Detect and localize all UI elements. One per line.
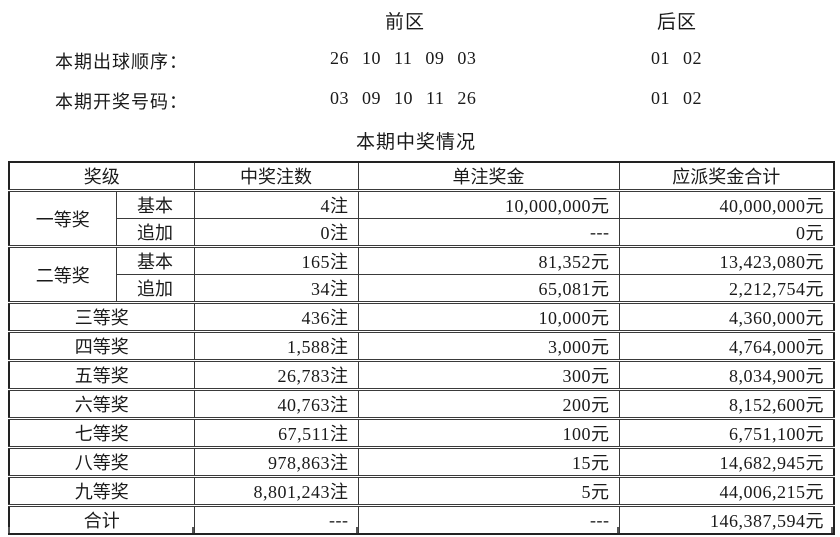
prize-level-cell: 九等奖 xyxy=(8,475,195,506)
prize-level-cell: 七等奖 xyxy=(8,417,195,448)
prize-table-title: 本期中奖情况 xyxy=(356,132,477,153)
bets-cell: 8,801,243注 xyxy=(193,475,359,506)
winning-numbers-label: 本期开奖号码： xyxy=(55,92,188,112)
table-row: 三等奖 436注 10,000元 4,360,000元 xyxy=(8,301,835,332)
prize-table: 奖级 中奖注数 单注奖金 应派奖金合计 一等奖 基本 4注 10,000,000… xyxy=(8,161,835,535)
total-prize-cell: 4,360,000元 xyxy=(618,301,835,332)
total-prize-cell: 146,387,594元 xyxy=(618,504,835,535)
prize-level-cell: 五等奖 xyxy=(8,359,195,390)
table-cutoff-stub xyxy=(8,527,10,533)
single-prize-cell: 200元 xyxy=(357,388,620,419)
table-header-row: 奖级 中奖注数 单注奖金 应派奖金合计 xyxy=(8,161,835,191)
single-prize-cell: 5元 xyxy=(357,475,620,506)
table-cutoff-stub xyxy=(192,527,194,533)
prize-level-cell: 四等奖 xyxy=(8,330,195,361)
prize-level-cell: 二等奖 xyxy=(8,245,117,303)
total-prize-cell: 13,423,080元 xyxy=(618,245,835,275)
total-prize-cell: 8,034,900元 xyxy=(618,359,835,390)
table-row: 追加 0注 --- 0元 xyxy=(9,218,835,247)
table-total-row: 合计 --- --- 146,387,594元 xyxy=(8,504,835,535)
bets-cell: 26,783注 xyxy=(193,359,359,390)
bets-cell: 165注 xyxy=(193,245,359,275)
bets-cell: 978,863注 xyxy=(193,446,359,477)
single-prize-cell: 15元 xyxy=(357,446,620,477)
bets-cell: 34注 xyxy=(193,274,359,303)
total-prize-cell: 8,152,600元 xyxy=(618,388,835,419)
bets-cell: 40,763注 xyxy=(193,388,359,419)
single-prize-cell: 10,000,000元 xyxy=(357,189,620,219)
bets-cell: 4注 xyxy=(193,189,359,219)
table-row: 一等奖 基本 4注 10,000,000元 40,000,000元 xyxy=(8,189,835,247)
prize-level-cell: 六等奖 xyxy=(8,388,195,419)
table-row: 八等奖 978,863注 15元 14,682,945元 xyxy=(8,446,835,477)
table-row: 二等奖 基本 165注 81,352元 13,423,080元 xyxy=(8,245,835,303)
prize-subtype-cell: 追加 xyxy=(115,218,195,247)
header-winning-bets: 中奖注数 xyxy=(193,161,359,191)
table-cutoff-stub xyxy=(617,527,619,533)
single-prize-cell: --- xyxy=(357,504,620,535)
single-prize-cell: 81,352元 xyxy=(357,245,620,275)
total-prize-cell: 40,000,000元 xyxy=(618,189,835,219)
single-prize-cell: 65,081元 xyxy=(357,274,620,303)
prize-subtype-cell: 基本 xyxy=(115,245,195,275)
single-prize-cell: --- xyxy=(357,218,620,247)
back-zone-header: 后区 xyxy=(657,12,698,33)
winning-numbers-front: 03 09 10 11 26 xyxy=(330,88,477,108)
front-zone-header: 前区 xyxy=(385,12,426,33)
prize-level-cell: 八等奖 xyxy=(8,446,195,477)
single-prize-cell: 3,000元 xyxy=(357,330,620,361)
total-prize-cell: 0元 xyxy=(618,218,835,247)
table-row: 七等奖 67,511注 100元 6,751,100元 xyxy=(8,417,835,448)
bets-cell: 67,511注 xyxy=(193,417,359,448)
total-prize-cell: 4,764,000元 xyxy=(618,330,835,361)
table-row: 五等奖 26,783注 300元 8,034,900元 xyxy=(8,359,835,390)
prize-level-cell: 一等奖 xyxy=(8,189,117,247)
bets-cell: 436注 xyxy=(193,301,359,332)
draw-order-front-numbers: 26 10 11 09 03 xyxy=(330,48,477,68)
table-cutoff-stub xyxy=(831,527,833,533)
bets-cell: --- xyxy=(193,504,359,535)
single-prize-cell: 300元 xyxy=(357,359,620,390)
total-prize-cell: 2,212,754元 xyxy=(618,274,835,303)
draw-order-back-numbers: 01 02 xyxy=(651,48,702,68)
winning-numbers-back: 01 02 xyxy=(651,88,702,108)
single-prize-cell: 100元 xyxy=(357,417,620,448)
single-prize-cell: 10,000元 xyxy=(357,301,620,332)
table-row: 四等奖 1,588注 3,000元 4,764,000元 xyxy=(8,330,835,361)
header-total-prize: 应派奖金合计 xyxy=(618,161,835,191)
bets-cell: 0注 xyxy=(193,218,359,247)
table-row: 九等奖 8,801,243注 5元 44,006,215元 xyxy=(8,475,835,506)
bets-cell: 1,588注 xyxy=(193,330,359,361)
table-cutoff-stub xyxy=(356,527,358,533)
total-label-cell: 合计 xyxy=(8,504,195,535)
draw-order-label: 本期出球顺序： xyxy=(55,52,188,72)
header-prize-level: 奖级 xyxy=(8,161,195,191)
total-prize-cell: 6,751,100元 xyxy=(618,417,835,448)
total-prize-cell: 14,682,945元 xyxy=(618,446,835,477)
prize-level-cell: 三等奖 xyxy=(8,301,195,332)
prize-subtype-cell: 追加 xyxy=(115,274,195,303)
header-single-prize: 单注奖金 xyxy=(357,161,620,191)
prize-subtype-cell: 基本 xyxy=(115,189,195,219)
table-row: 追加 34注 65,081元 2,212,754元 xyxy=(9,274,835,303)
table-row: 六等奖 40,763注 200元 8,152,600元 xyxy=(8,388,835,419)
total-prize-cell: 44,006,215元 xyxy=(618,475,835,506)
